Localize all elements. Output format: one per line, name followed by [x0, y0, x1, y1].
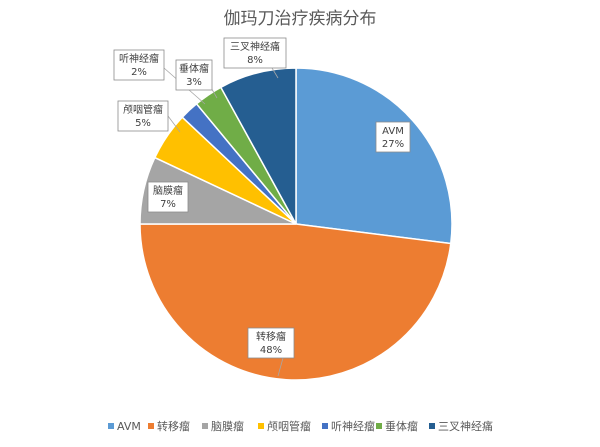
legend-swatch: [322, 423, 328, 429]
pie-slice-avm: [295, 67, 453, 245]
leader-line-metastasis: [277, 357, 284, 377]
legend-swatch: [258, 423, 264, 429]
legend-item-pituitary: 垂体瘤: [376, 419, 418, 433]
legend-swatch: [429, 423, 435, 429]
data-label-avm: AVM 27%: [375, 121, 411, 153]
data-labels: AVM 27% 转移瘤 48% 脑膜瘤 7% 颅咽管瘤 5% 听神经瘤 2% 垂体瘤 3% 三叉神经痛 8…: [113, 37, 411, 359]
data-label-category: 颅咽管瘤: [123, 103, 163, 116]
data-label-acoustic-neuroma: 听神经瘤 2%: [113, 49, 165, 81]
data-label-percent: 5%: [135, 118, 151, 129]
legend-label: 三叉神经痛: [438, 419, 493, 433]
legend-swatch: [376, 423, 382, 429]
legend-label: AVM: [117, 420, 141, 433]
leader-line-craniopharyngioma: [167, 115, 181, 133]
leader-line-trigeminal: [271, 67, 279, 79]
data-label-category: 听神经瘤: [119, 52, 159, 65]
data-label-percent: 48%: [260, 345, 282, 356]
callout-box: [223, 37, 287, 69]
legend-item-trigeminal: 三叉神经痛: [429, 419, 493, 433]
callout-box: [117, 100, 169, 132]
pie-slices: [139, 67, 453, 381]
pie-slice-trigeminal: [219, 67, 297, 225]
legend-item-metastasis: 转移瘤: [148, 419, 190, 433]
data-label-percent: 3%: [186, 77, 202, 88]
legend-item-meningioma: 脑膜瘤: [202, 419, 244, 433]
data-label-percent: 2%: [131, 67, 147, 78]
data-label-category: 三叉神经痛: [230, 40, 280, 53]
callout-box: [175, 59, 213, 91]
data-label-percent: 7%: [160, 199, 176, 210]
legend-swatch: [202, 423, 208, 429]
callout-box: [113, 49, 165, 81]
data-label-craniopharyngioma: 颅咽管瘤 5%: [117, 100, 169, 132]
callout-box: [147, 181, 189, 213]
pie-slice-metastasis: [139, 223, 452, 381]
legend-item-avm: AVM: [108, 420, 141, 433]
data-label-percent: 27%: [382, 139, 404, 150]
legend: AVM 转移瘤 脑膜瘤 颅咽管瘤 听神经瘤 垂体瘤 三叉神经痛: [108, 419, 493, 433]
legend-item-acoustic-neuroma: 听神经瘤: [322, 419, 375, 433]
legend-label: 垂体瘤: [385, 419, 418, 433]
legend-swatch: [108, 423, 114, 429]
data-label-meningioma: 脑膜瘤 7%: [147, 181, 189, 213]
legend-label: 听神经瘤: [331, 419, 375, 433]
legend-label: 脑膜瘤: [211, 419, 244, 433]
data-label-category: 垂体瘤: [179, 62, 209, 75]
legend-label: 转移瘤: [157, 419, 190, 433]
data-label-category: 转移瘤: [256, 330, 286, 343]
data-label-trigeminal: 三叉神经痛 8%: [223, 37, 287, 69]
data-label-category: 脑膜瘤: [153, 184, 183, 197]
data-label-pituitary: 垂体瘤 3%: [175, 59, 213, 91]
chart-title: 伽玛刀治疗疾病分布: [224, 9, 377, 29]
legend-label: 颅咽管瘤: [267, 419, 311, 433]
callout-box: [375, 121, 411, 153]
data-label-category: AVM: [382, 126, 404, 137]
callout-box: [247, 327, 295, 359]
legend-item-craniopharyngioma: 颅咽管瘤: [258, 419, 311, 433]
data-label-metastasis: 转移瘤 48%: [247, 327, 295, 359]
data-label-percent: 8%: [247, 55, 263, 66]
legend-swatch: [148, 423, 154, 429]
